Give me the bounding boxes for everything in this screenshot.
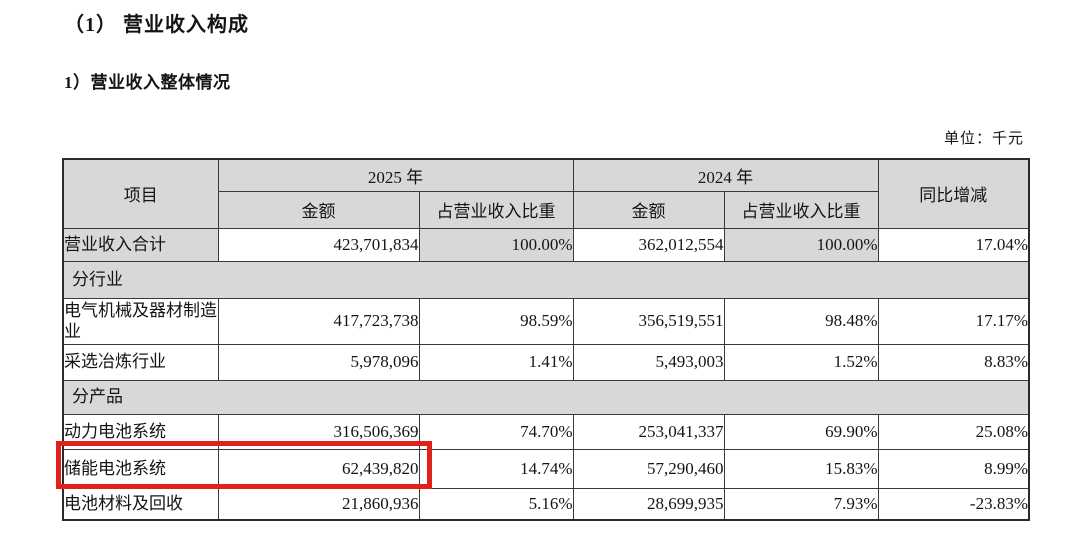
yoy-change-cell: 8.83% xyxy=(877,343,1030,381)
amount-2025-cell: 62,439,820 xyxy=(217,448,420,489)
share-2024-cell: 7.93% xyxy=(723,487,879,521)
section-row: 分产品 xyxy=(62,379,1030,415)
table-row: 营业收入合计 423,701,834 100.00% 362,012,554 100.0… xyxy=(62,227,1030,262)
header-item: 项目 xyxy=(62,158,219,229)
table-body: 营业收入合计 423,701,834 100.00% 362,012,554 100.0… xyxy=(62,227,1030,521)
amount-2025-cell: 21,860,936 xyxy=(217,487,420,521)
header-share-2024: 占营业收入比重 xyxy=(723,190,879,229)
row-label: 储能电池系统 xyxy=(62,448,219,489)
share-2024-cell: 100.00% xyxy=(723,227,879,262)
amount-2025-cell: 423,701,834 xyxy=(217,227,420,262)
header-amount-2025: 金额 xyxy=(217,190,420,229)
unit-label: 单位：千元 xyxy=(943,131,1024,147)
share-2025-cell: 5.16% xyxy=(418,487,574,521)
share-2025-cell: 14.74% xyxy=(418,448,574,489)
section-label: 分产品 xyxy=(62,379,1030,415)
amount-2024-cell: 57,290,460 xyxy=(572,448,725,489)
yoy-change-cell: 25.08% xyxy=(877,413,1030,450)
amount-2024-cell: 362,012,554 xyxy=(572,227,725,262)
share-2024-cell: 15.83% xyxy=(723,448,879,489)
row-label: 电池材料及回收 xyxy=(62,487,219,521)
table-row: 采选冶炼行业 5,978,096 1.41% 5,493,003 1.52% 8.83% xyxy=(62,343,1030,381)
yoy-change-cell: 8.99% xyxy=(877,448,1030,489)
amount-2024-cell: 253,041,337 xyxy=(572,413,725,450)
share-2024-cell: 1.52% xyxy=(723,343,879,381)
row-label: 采选冶炼行业 xyxy=(62,343,219,381)
amount-2025-cell: 316,506,369 xyxy=(217,413,420,450)
row-label: 动力电池系统 xyxy=(62,413,219,450)
header-yoy-change: 同比增减 xyxy=(877,158,1030,229)
share-2025-cell: 100.00% xyxy=(418,227,574,262)
row-label: 营业收入合计 xyxy=(62,227,219,262)
share-2024-cell: 98.48% xyxy=(723,297,879,345)
share-2025-cell: 1.41% xyxy=(418,343,574,381)
share-2025-cell: 74.70% xyxy=(418,413,574,450)
share-2025-cell: 98.59% xyxy=(418,297,574,345)
row-label: 电气机械及器材制造业 xyxy=(62,297,219,345)
yoy-change-cell: 17.04% xyxy=(877,227,1030,262)
header-amount-2024: 金额 xyxy=(572,190,725,229)
table-row: 储能电池系统 62,439,820 14.74% 57,290,460 15.83% 8.… xyxy=(62,448,1030,489)
amount-2025-cell: 417,723,738 xyxy=(217,297,420,345)
section-subtitle: 1）营业收入整体情况 xyxy=(64,73,231,92)
header-year-2025: 2025 年 xyxy=(217,158,574,192)
amount-2024-cell: 356,519,551 xyxy=(572,297,725,345)
share-2024-cell: 69.90% xyxy=(723,413,879,450)
header-share-2025: 占营业收入比重 xyxy=(418,190,574,229)
revenue-table: 项目 2025 年 2024 年 同比增减 金额 占营业收入比重 金额 占营业收… xyxy=(62,158,1030,521)
table-header: 项目 2025 年 2024 年 同比增减 金额 占营业收入比重 金额 占营业收… xyxy=(62,158,1030,229)
header-year-2024: 2024 年 xyxy=(572,158,879,192)
yoy-change-cell: 17.17% xyxy=(877,297,1030,345)
table-row: 电气机械及器材制造业 417,723,738 98.59% 356,519,551 98… xyxy=(62,297,1030,345)
table-row: 电池材料及回收 21,860,936 5.16% 28,699,935 7.93% -23… xyxy=(62,487,1030,521)
section-row: 分行业 xyxy=(62,260,1030,299)
yoy-change-cell: -23.83% xyxy=(877,487,1030,521)
page-title: （1） 营业收入构成 xyxy=(64,14,249,36)
amount-2025-cell: 5,978,096 xyxy=(217,343,420,381)
section-label: 分行业 xyxy=(62,260,1030,299)
amount-2024-cell: 28,699,935 xyxy=(572,487,725,521)
table-row: 动力电池系统 316,506,369 74.70% 253,041,337 69.90%… xyxy=(62,413,1030,450)
amount-2024-cell: 5,493,003 xyxy=(572,343,725,381)
